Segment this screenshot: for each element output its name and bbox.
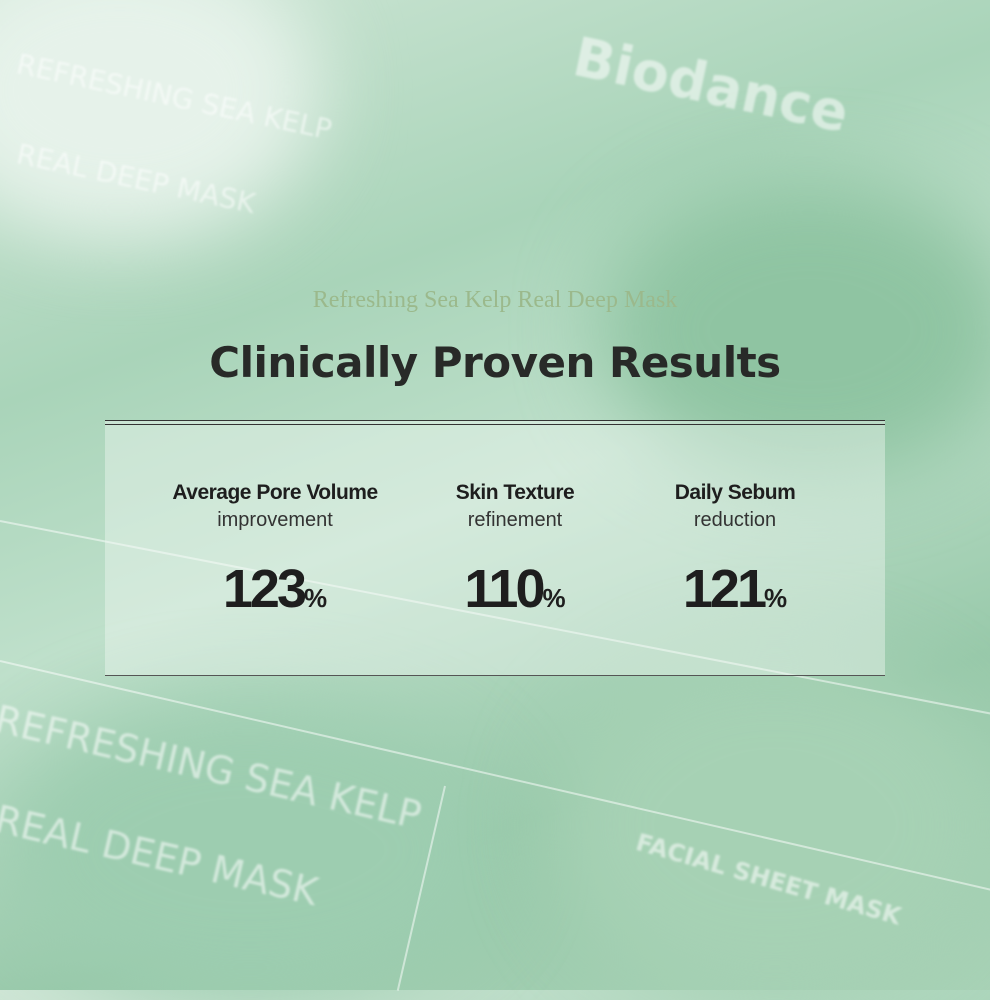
result-skin-texture: Skin Texture refinement 110% xyxy=(395,481,635,620)
result-sublabel: reduction xyxy=(693,509,777,531)
results-panel: Average Pore Volume improvement 123% Ski… xyxy=(105,420,885,676)
page-title: Clinically Proven Results xyxy=(209,338,781,387)
result-unit: % xyxy=(542,583,566,613)
result-value: 121% xyxy=(615,558,855,620)
result-unit: % xyxy=(763,583,788,613)
result-number: 123 xyxy=(222,559,307,619)
result-daily-sebum: Daily Sebum reduction 121% xyxy=(615,481,855,620)
result-value: 110% xyxy=(395,558,635,620)
result-number: 110 xyxy=(464,559,545,619)
result-number: 121 xyxy=(682,559,767,619)
result-label: Average Pore Volume xyxy=(172,481,378,504)
result-pore-volume: Average Pore Volume improvement 123% xyxy=(155,481,395,620)
result-label: Daily Sebum xyxy=(674,481,796,504)
result-value: 123% xyxy=(155,558,395,620)
product-subtitle: Refreshing Sea Kelp Real Deep Mask xyxy=(312,287,678,313)
brand-logo: Biodance xyxy=(567,25,854,145)
result-unit: % xyxy=(303,583,328,613)
result-label: Skin Texture xyxy=(455,481,575,504)
result-sublabel: improvement xyxy=(217,509,333,531)
result-sublabel: refinement xyxy=(467,509,563,531)
